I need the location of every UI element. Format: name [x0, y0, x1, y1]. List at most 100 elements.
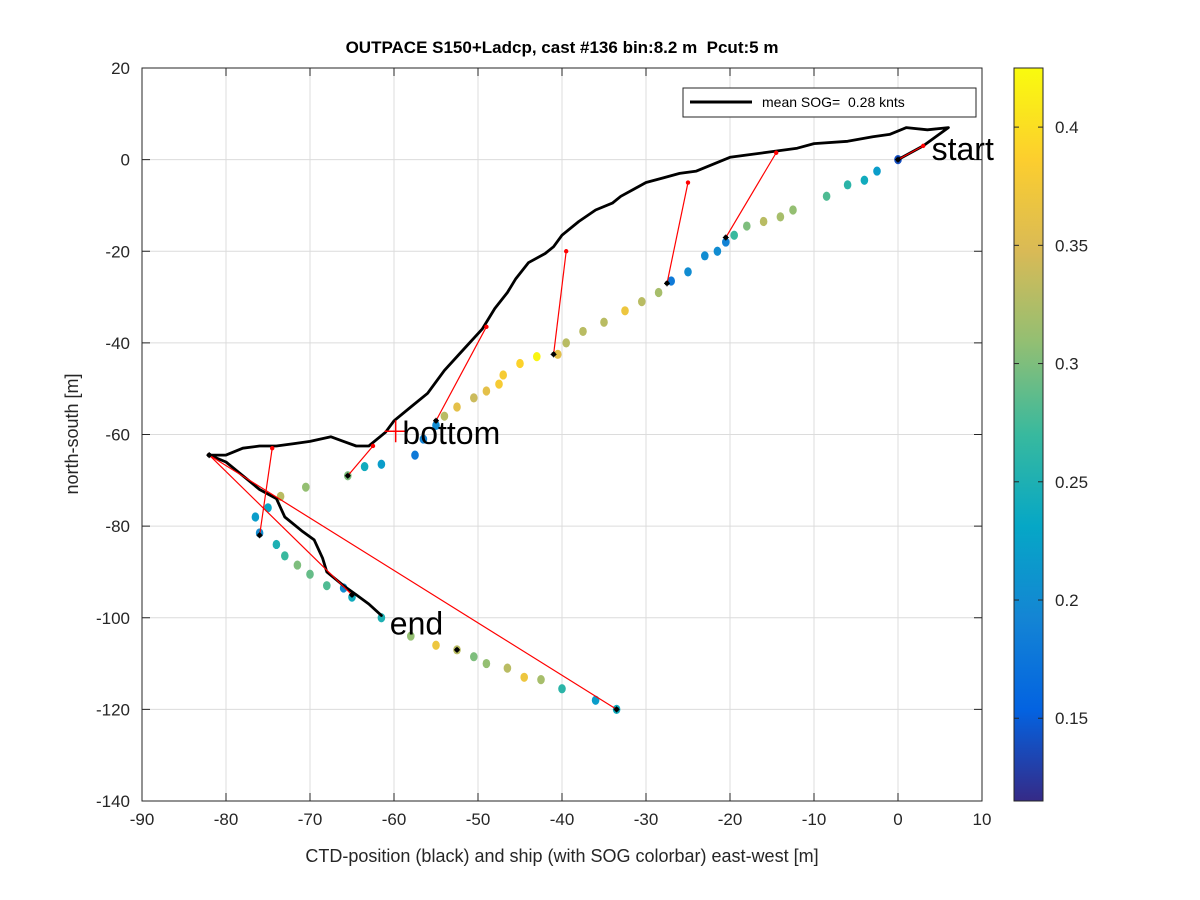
- ship-point: [411, 450, 419, 460]
- link-endpoint: [270, 446, 275, 451]
- ship-point: [600, 317, 608, 327]
- link-line: [208, 454, 353, 596]
- annotation-start: start: [932, 131, 994, 167]
- x-tick-label: -20: [718, 810, 743, 829]
- ship-point: [281, 551, 289, 561]
- x-tick-label: -70: [298, 810, 323, 829]
- link-endpoint: [370, 443, 376, 449]
- link-endpoint: [774, 150, 779, 155]
- colorbar-ticks: 0.15 0.2 0.25 0.3 0.35 0.4: [1014, 118, 1088, 728]
- x-axis-label: CTD-position (black) and ship (with SOG …: [305, 846, 818, 866]
- x-tick-label: 10: [973, 810, 992, 829]
- y-tick-label: -60: [105, 426, 130, 445]
- black-marker-cross: [895, 156, 901, 163]
- black-marker-cross: [613, 706, 620, 713]
- ship-point: [293, 560, 302, 570]
- black-marker-cross: [722, 234, 729, 241]
- ship-point: [873, 166, 881, 176]
- black-marker-cross: [206, 452, 213, 459]
- ship-point: [432, 640, 440, 650]
- colorbar-tick-label: 0.2: [1055, 591, 1079, 610]
- link-line: [347, 445, 374, 477]
- black-markers-series: [206, 156, 901, 713]
- ship-point: [533, 352, 541, 362]
- x-tick-label: -50: [466, 810, 491, 829]
- ship-point: [499, 370, 508, 380]
- colorbar-tick-label: 0.15: [1055, 709, 1088, 728]
- link-endpoint: [685, 180, 691, 185]
- ship-point: [482, 386, 491, 396]
- x-tick-label: -60: [382, 810, 407, 829]
- x-tick-label: -40: [550, 810, 575, 829]
- ship-point: [713, 246, 722, 256]
- ship-point: [843, 180, 852, 190]
- black-marker-cross: [664, 280, 670, 287]
- link-line: [259, 448, 273, 536]
- colorbar-tick-label: 0.4: [1055, 118, 1079, 137]
- ship-point: [495, 379, 503, 389]
- link-line: [435, 326, 487, 422]
- link-line: [666, 182, 689, 284]
- ship-point: [470, 652, 478, 662]
- link-endpoint: [564, 249, 569, 254]
- ship-point: [579, 326, 587, 337]
- ship-point: [789, 205, 797, 215]
- chart-title: OUTPACE S150+Ladcp, cast #136 bin:8.2 m …: [346, 38, 779, 57]
- ship-point: [440, 411, 449, 421]
- y-tick-label: -120: [96, 700, 130, 719]
- ship-point: [759, 216, 768, 227]
- link-line: [725, 152, 777, 238]
- y-tick-label: 20: [111, 59, 130, 78]
- x-tick-label: -80: [214, 810, 239, 829]
- colorbar-tick-label: 0.25: [1055, 473, 1088, 492]
- ship-point: [591, 695, 600, 705]
- axis-ticks: -90 -80 -70 -60 -50 -40 -30 -20 -10 0 10-140-120-1…: [96, 59, 991, 829]
- x-tick-label: -90: [130, 810, 155, 829]
- x-tick-label: -10: [802, 810, 827, 829]
- y-tick-label: -100: [96, 609, 130, 628]
- ship-point: [562, 338, 570, 348]
- black-marker-cross: [433, 417, 439, 424]
- x-tick-label: 0: [893, 810, 902, 829]
- colorbar-tick-label: 0.35: [1055, 236, 1088, 255]
- ship-point: [377, 459, 386, 469]
- ship-point: [684, 267, 692, 277]
- ship-point: [264, 503, 272, 513]
- black-marker-cross: [349, 591, 355, 598]
- ship-point: [432, 420, 440, 430]
- legend-label: mean SOG= 0.28 knts: [762, 94, 905, 110]
- ship-point: [701, 251, 709, 261]
- annotation-end: end: [390, 605, 443, 641]
- ship-point: [743, 221, 751, 231]
- y-tick-label: 0: [121, 151, 130, 170]
- ship-point: [482, 658, 491, 669]
- colorbar-gradient: [1013, 67, 1044, 802]
- ship-point: [554, 349, 562, 359]
- ship-point: [251, 512, 260, 522]
- ship-point: [503, 663, 512, 673]
- ship-point: [520, 672, 528, 682]
- x-tick-label: -30: [634, 810, 659, 829]
- colorbar: 0.15 0.2 0.25 0.3 0.35 0.4: [1013, 67, 1088, 802]
- link-line: [897, 145, 924, 161]
- ship-point: [302, 482, 310, 492]
- ship-point: [516, 358, 524, 369]
- y-tick-label: -140: [96, 792, 130, 811]
- ship-point: [860, 175, 869, 185]
- annotation-bottom: bottom: [402, 415, 500, 451]
- y-axis-label: north-south [m]: [62, 373, 82, 494]
- ship-point: [323, 581, 331, 591]
- link-line: [553, 251, 567, 355]
- black-marker-cross: [550, 351, 557, 358]
- ship-point: [822, 191, 831, 201]
- black-marker-cross: [454, 646, 460, 653]
- ship-point: [470, 393, 478, 403]
- ship-point: [621, 306, 629, 316]
- ship-point: [360, 461, 369, 472]
- bottom-marker: [384, 420, 407, 443]
- ship-point: [654, 287, 663, 298]
- y-tick-label: -40: [105, 334, 130, 353]
- link-line: [208, 454, 617, 710]
- black-marker-cross: [344, 472, 351, 479]
